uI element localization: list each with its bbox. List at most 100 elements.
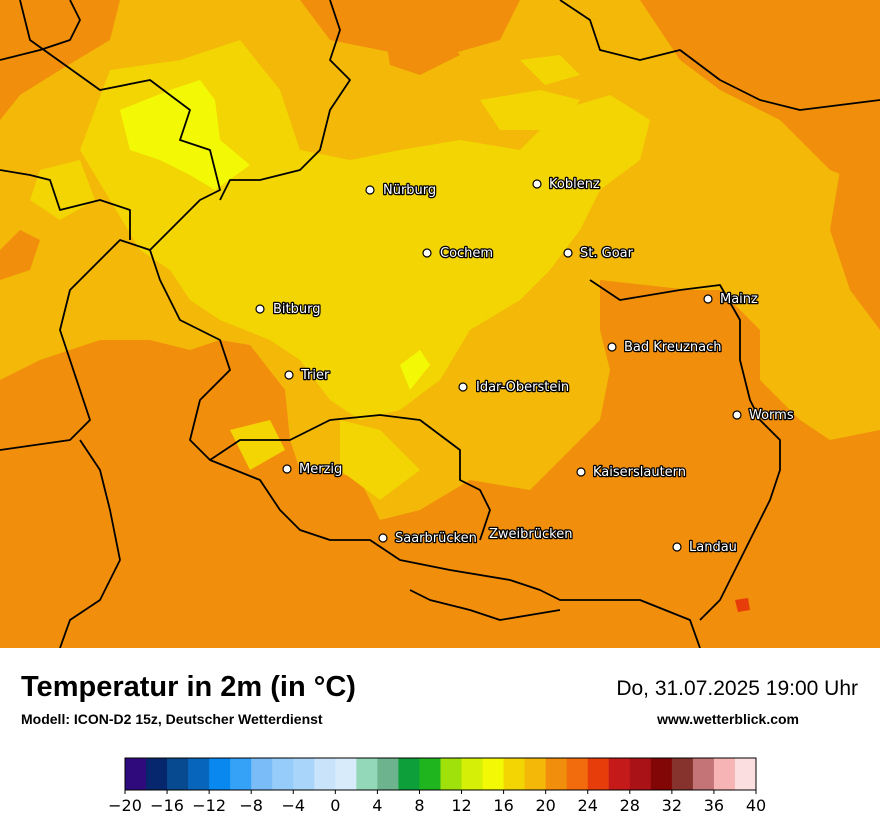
city-label: Zweibrücken (489, 527, 572, 542)
legend-swatch (524, 758, 547, 790)
color-legend: −20 −16 −12 −8 −4 0 4 8 12 16 20 24 28 32 36 40 (0, 748, 880, 830)
legend-swatch (251, 758, 273, 790)
city-idar-oberstein: Idar-Oberstein (458, 379, 570, 396)
legend-tick-label: 4 (372, 796, 382, 815)
city-worms: Worms (732, 407, 795, 424)
legend-swatch (713, 758, 736, 790)
temp-field-14-16 (120, 80, 430, 390)
city-bitburg: Bitburg (255, 301, 322, 318)
city-dot-icon (458, 382, 468, 392)
city-dot-icon (378, 533, 388, 543)
city-dot-icon (532, 179, 542, 189)
city-merzig: Merzig (282, 461, 344, 478)
state-borders (0, 0, 880, 648)
city-dot-icon (284, 370, 294, 380)
legend-tick-label: 36 (704, 796, 724, 815)
map-title: Temperatur in 2m (in °C) (21, 671, 356, 703)
city-label: Kaiserslautern (593, 465, 686, 480)
legend-colorbar: −20 −16 −12 −8 −4 0 4 8 12 16 20 24 28 32 36 40 (108, 757, 766, 815)
city-dot-icon (422, 248, 432, 258)
temp-field-20-22 (0, 0, 880, 648)
city-dot-icon (282, 464, 292, 474)
city-label: Trier (300, 368, 330, 383)
map-canvas: Nürburg Koblenz Cochem St. Goar Mainz Bi… (0, 0, 880, 648)
city-label: Bad Kreuznach (624, 340, 722, 355)
city-dot-icon (703, 294, 713, 304)
legend-swatch (566, 758, 589, 790)
model-source: Modell: ICON-D2 15z, Deutscher Wetterdie… (21, 711, 323, 727)
legend-tick-label: 20 (535, 796, 555, 815)
city-label: Saarbrücken (395, 531, 477, 546)
legend-tick-label: 28 (620, 796, 640, 815)
legend-tick-label: −20 (108, 796, 142, 815)
legend-swatch (608, 758, 631, 790)
city-koblenz: Koblenz (532, 176, 601, 193)
legend-swatch (419, 758, 441, 790)
city-label: Idar-Oberstein (476, 380, 569, 395)
legend-swatch (650, 758, 673, 790)
legend-swatch (146, 758, 168, 790)
legend-tick-label: −8 (239, 796, 263, 815)
city-nuerburg: Nürburg (365, 182, 437, 199)
city-mainz: Mainz (703, 291, 759, 308)
legend-tick-label: 16 (493, 796, 513, 815)
legend-tick-label: 40 (746, 796, 766, 815)
legend-swatch (167, 758, 189, 790)
city-markers: Nürburg Koblenz Cochem St. Goar Mainz Bi… (255, 176, 795, 556)
legend-tick-label: 24 (578, 796, 598, 815)
legend-swatch (377, 758, 399, 790)
city-dot-icon (255, 304, 265, 314)
legend-tick-label: 32 (662, 796, 682, 815)
legend-tick-label: −4 (281, 796, 305, 815)
city-dot-icon (672, 542, 682, 552)
legend-swatch (461, 758, 484, 790)
legend-tick-label: 0 (330, 796, 340, 815)
city-trier: Trier (284, 367, 331, 384)
legend-swatch (440, 758, 463, 790)
city-label: Bitburg (273, 302, 321, 317)
legend-swatch (335, 758, 357, 790)
city-dot-icon (576, 467, 586, 477)
city-label: Nürburg (383, 183, 436, 198)
legend-swatch (125, 758, 147, 790)
legend-swatch (587, 758, 610, 790)
city-label: Merzig (299, 462, 342, 477)
legend-swatch (230, 758, 252, 790)
city-label: Worms (749, 408, 794, 423)
city-bad-kreuznach: Bad Kreuznach (607, 339, 723, 356)
legend-swatch (272, 758, 294, 790)
legend-swatch (356, 758, 378, 790)
legend-swatch (503, 758, 526, 790)
temp-field-22-24 (735, 598, 750, 612)
legend-swatch (629, 758, 652, 790)
city-saarbruecken: Saarbrücken (378, 530, 478, 547)
city-landau: Landau (672, 539, 738, 556)
temperature-map: Nürburg Koblenz Cochem St. Goar Mainz Bi… (0, 0, 880, 648)
legend-tick-label: −12 (192, 796, 226, 815)
legend-tick-label: −16 (150, 796, 184, 815)
city-dot-icon (563, 248, 573, 258)
legend-swatch (692, 758, 715, 790)
city-dot-icon (365, 185, 375, 195)
city-label: Landau (689, 540, 737, 555)
legend-swatch (398, 758, 420, 790)
city-st-goar: St. Goar (563, 245, 635, 262)
city-zweibruecken: Zweibrücken (488, 526, 574, 544)
legend-swatch (671, 758, 694, 790)
legend-tick-label: 8 (414, 796, 424, 815)
city-dot-icon (607, 342, 617, 352)
city-label: Mainz (720, 292, 758, 307)
website-link[interactable]: www.wetterblick.com (657, 711, 799, 727)
valid-time: Do, 31.07.2025 19:00 Uhr (616, 677, 858, 700)
legend-frame (124, 757, 757, 791)
city-dot-icon (732, 410, 742, 420)
legend-tick-label: 12 (451, 796, 471, 815)
city-cochem: Cochem (422, 245, 494, 262)
city-label: Koblenz (549, 177, 600, 192)
legend-swatch (545, 758, 568, 790)
legend-swatch (209, 758, 231, 790)
legend-swatch (482, 758, 505, 790)
legend-swatch (734, 758, 757, 790)
city-label: Cochem (440, 246, 493, 261)
legend-swatch (293, 758, 315, 790)
